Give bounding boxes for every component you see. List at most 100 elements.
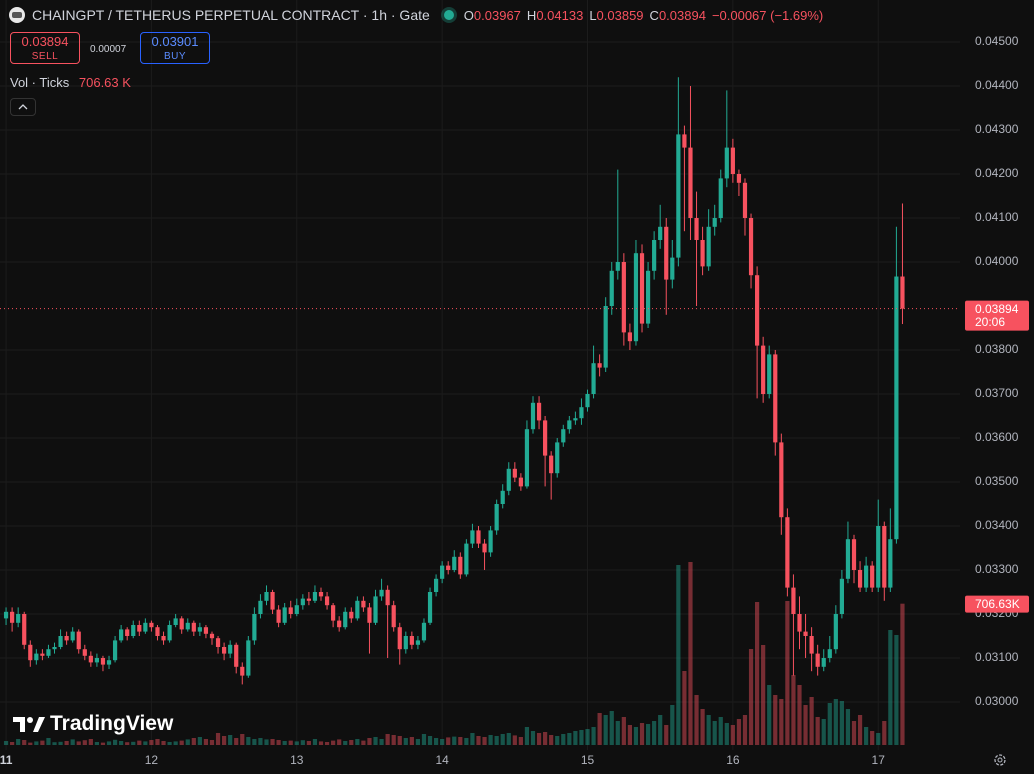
settings-icon[interactable]	[990, 750, 1010, 770]
x-tick-label: 14	[435, 753, 449, 767]
volume-bar	[724, 723, 729, 745]
candle-body	[543, 420, 548, 456]
volume-bar	[137, 740, 142, 745]
candle-body	[573, 418, 578, 421]
candle-body	[355, 600, 360, 619]
volume-bar	[748, 649, 754, 745]
candle-body	[809, 636, 814, 654]
volume-bar	[264, 739, 269, 745]
volume-bar	[16, 739, 21, 745]
volume-bar	[718, 717, 723, 745]
open-label: O	[463, 7, 474, 23]
candle-body	[767, 354, 772, 394]
volume-bar	[234, 738, 239, 745]
candle-body	[276, 609, 281, 623]
symbol-title[interactable]: CHAINGPT / TETHERUS PERPETUAL CONTRACT ·…	[32, 7, 430, 23]
y-tick-label: 0.03800	[975, 342, 1019, 356]
candle-body	[603, 306, 608, 368]
volume-bar	[900, 603, 905, 745]
last-price-label: 0.03894	[975, 302, 1019, 316]
volume-bar	[627, 725, 633, 745]
candle-body	[440, 565, 445, 579]
volume-bar	[252, 739, 257, 745]
candle-body	[391, 605, 396, 628]
candle-body	[40, 653, 45, 656]
candle-body	[864, 565, 869, 588]
volume-bar	[524, 727, 530, 745]
collapse-button[interactable]	[10, 98, 36, 116]
buy-button[interactable]: 0.03901 BUY	[140, 32, 210, 64]
volume-bar	[197, 737, 202, 745]
volume-bar	[676, 565, 681, 745]
y-tick-label: 0.03000	[975, 694, 1019, 708]
candle-body	[52, 647, 57, 650]
volume-bar	[270, 739, 275, 745]
volume-bar	[754, 602, 760, 745]
volume-bar	[421, 734, 427, 745]
candle-body	[736, 174, 742, 183]
y-tick-label: 0.04500	[975, 34, 1019, 48]
volume-bar	[240, 734, 245, 745]
volume-bar	[161, 741, 166, 745]
candle-body	[433, 578, 439, 592]
candle-body	[549, 455, 554, 474]
volume-bar	[864, 727, 869, 745]
candle-body	[482, 543, 487, 553]
candle-body	[215, 638, 221, 647]
close-value: 0.03894	[658, 7, 706, 23]
sell-button[interactable]: 0.03894 SELL	[10, 32, 80, 64]
volume-bar	[506, 733, 511, 745]
candle-body	[300, 598, 305, 606]
volume-bar	[870, 731, 875, 745]
candle-body	[100, 658, 106, 665]
y-tick-label: 0.04100	[975, 210, 1019, 224]
high-value: 0.04133	[536, 7, 584, 23]
volume-bar	[658, 715, 663, 745]
volume-bar	[300, 740, 305, 745]
sell-label: SELL	[31, 51, 59, 62]
volume-bar	[603, 715, 608, 745]
candle-body	[361, 600, 366, 608]
volume-bar	[28, 742, 33, 745]
volume-bar	[76, 741, 81, 745]
candle-body	[754, 275, 760, 346]
volume-bar	[106, 741, 112, 745]
volume-bar	[440, 739, 445, 745]
candle-body	[670, 257, 675, 280]
volume-bar	[288, 740, 293, 745]
volume-bar	[385, 734, 390, 745]
logo[interactable]: TradingView	[12, 712, 173, 736]
volume-indicator[interactable]: Vol · Ticks	[10, 75, 70, 90]
y-tick-label: 0.04000	[975, 254, 1019, 268]
candle-body	[234, 644, 239, 667]
volume-bar	[815, 717, 820, 745]
candle-body	[446, 565, 451, 570]
candle-body	[318, 592, 324, 597]
volume-bar	[639, 723, 645, 745]
volume-bar	[361, 740, 366, 745]
volume-bar	[70, 739, 75, 745]
candle-body	[331, 605, 336, 621]
candle-body	[591, 363, 596, 394]
volume-bar	[845, 709, 851, 745]
volume-bar	[664, 725, 669, 745]
volume-bar	[615, 721, 620, 745]
candle-body	[833, 614, 838, 650]
candle-body	[524, 429, 530, 487]
candle-body	[137, 625, 142, 632]
candle-body	[143, 622, 148, 632]
candle-body	[252, 614, 257, 641]
logo-icon	[13, 717, 45, 732]
candle-body	[851, 539, 857, 570]
volume-bar	[324, 742, 330, 745]
volume-bar	[337, 739, 342, 745]
volume-bar	[343, 741, 348, 745]
volume-bar	[785, 601, 790, 745]
volume-bar	[415, 739, 421, 745]
candle-body	[409, 636, 414, 645]
candle-body	[500, 490, 505, 504]
symbol-icon	[9, 7, 25, 23]
candle-body	[379, 589, 384, 597]
candle-body	[652, 240, 657, 271]
volume-bar	[761, 645, 766, 745]
